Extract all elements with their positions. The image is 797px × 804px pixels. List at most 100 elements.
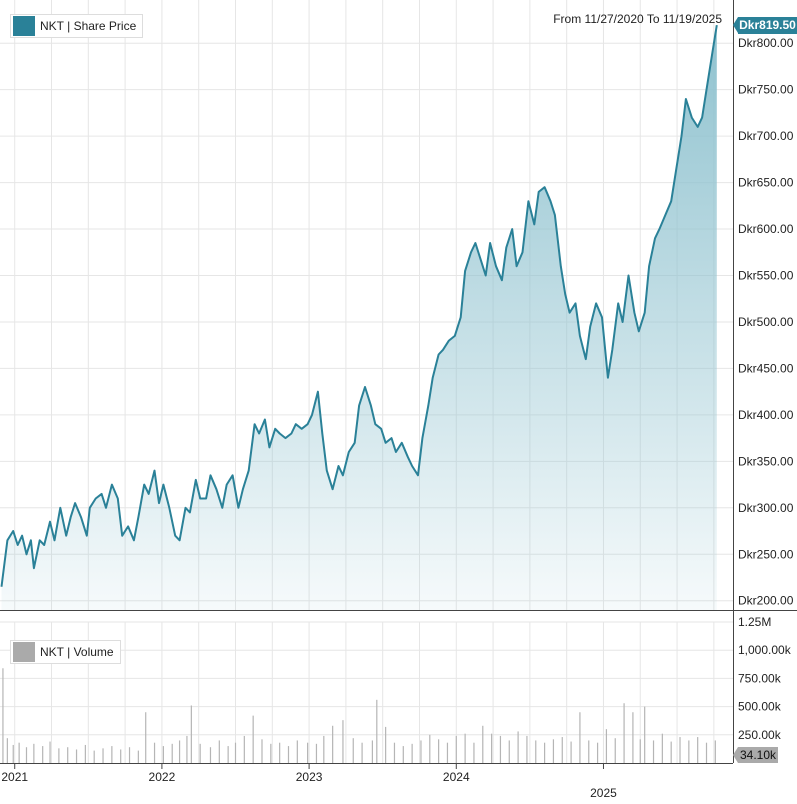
volume-bar (652, 740, 655, 763)
volume-bar (111, 746, 113, 763)
volume-bar (171, 743, 173, 763)
date-range-label: From 11/27/2020 To 11/19/2025 (553, 12, 722, 26)
volume-bar (58, 748, 60, 763)
volume-bar (332, 725, 334, 763)
volume-bar (342, 720, 344, 763)
price-tick-label: Dkr700.00 (738, 129, 794, 143)
volume-tick-label: 250.00k (738, 728, 782, 742)
price-tick-label: Dkr650.00 (738, 176, 794, 190)
volume-bar (261, 739, 263, 763)
volume-bar (596, 742, 599, 763)
volume-bar (411, 743, 413, 763)
volume-bar (499, 735, 502, 763)
volume-tick-label: 500.00k (738, 700, 782, 714)
price-tick-label: Dkr300.00 (738, 501, 794, 515)
volume-bar (491, 733, 493, 763)
price-tick-label: Dkr250.00 (738, 547, 794, 561)
volume-bar (279, 742, 281, 763)
volume-bar (570, 741, 572, 763)
volume-bar (162, 746, 164, 763)
volume-bar (67, 747, 69, 763)
price-tick-label: Dkr500.00 (738, 315, 794, 329)
volume-bar (352, 738, 354, 763)
volume-bar (270, 743, 272, 763)
price-area (1, 25, 717, 611)
price-tick-label: Dkr350.00 (738, 454, 794, 468)
volume-tick-label: 1.25M (738, 615, 771, 629)
volume-bar (323, 735, 325, 763)
volume-bar (517, 731, 519, 763)
x-tick-label: 2022 (149, 770, 176, 784)
volume-bar (543, 742, 546, 763)
volume-legend[interactable]: NKT | Volume (10, 640, 121, 664)
volume-bar (296, 740, 298, 763)
volume-bar (12, 744, 14, 763)
price-legend-label: NKT | Share Price (40, 19, 137, 33)
x-tick-label: 2023 (296, 770, 323, 784)
price-tick-label: Dkr800.00 (738, 36, 794, 50)
volume-bar (49, 741, 51, 763)
volume-bar (190, 705, 192, 763)
volume-tick-label: 750.00k (738, 671, 782, 685)
volume-bar (227, 746, 229, 763)
volume-bar (420, 740, 422, 763)
volume-bar (688, 740, 690, 763)
volume-bar (455, 735, 457, 763)
x-tick-label: 2024 (443, 770, 470, 784)
volume-bar (75, 749, 78, 763)
volume-bar (438, 739, 440, 763)
volume-bar (614, 738, 616, 763)
volume-bar (535, 740, 537, 763)
volume-bar (588, 740, 590, 763)
volume-bar (145, 712, 147, 763)
last-volume-badge: 34.10k (733, 747, 778, 763)
volume-bar (243, 735, 245, 763)
volume-bar (552, 739, 555, 763)
volume-bar (18, 742, 20, 763)
volume-bar (42, 746, 44, 763)
volume-bar (429, 734, 431, 763)
price-line (0, 24, 718, 587)
volume-bar (402, 746, 404, 763)
volume-bar (33, 743, 35, 763)
volume-bar (102, 748, 104, 763)
volume-bar (287, 746, 290, 763)
volume-bar (644, 706, 646, 763)
x-tick-label: 2025 (590, 786, 617, 800)
volume-legend-label: NKT | Volume (40, 645, 114, 659)
price-tick-label: Dkr450.00 (738, 361, 794, 375)
volume-bar (153, 742, 156, 763)
price-tick-label: Dkr750.00 (738, 83, 794, 97)
volume-bar (385, 726, 387, 763)
volume-bar (697, 737, 699, 763)
volume-bar (252, 715, 254, 763)
volume-bar (393, 742, 396, 763)
volume-bar (446, 742, 449, 763)
volume-bar (482, 725, 484, 763)
volume-bar (561, 737, 563, 763)
volume-bar (307, 742, 309, 763)
volume-bar (25, 747, 28, 763)
x-tick-label: 2021 (1, 770, 28, 784)
volume-bar (639, 739, 641, 763)
volume-bar (315, 743, 318, 763)
volume-bar (209, 747, 212, 763)
volume-bar (632, 712, 634, 763)
volume-bar (670, 741, 672, 763)
volume-bar (661, 733, 663, 763)
volume-bar (6, 738, 8, 763)
volume-bar (605, 729, 608, 763)
volume-bar (93, 750, 95, 763)
volume-bar (526, 735, 528, 763)
volume-bar (128, 747, 131, 763)
price-tick-label: Dkr200.00 (738, 594, 794, 608)
volume-tick-label: 1,000.00k (738, 643, 792, 657)
last-price-badge: Dkr819.50 (733, 17, 797, 34)
volume-bar (218, 740, 220, 763)
price-legend[interactable]: NKT | Share Price (10, 14, 144, 38)
volume-bar (376, 699, 378, 763)
volume-legend-swatch (13, 642, 35, 662)
volume-bar (186, 735, 188, 763)
